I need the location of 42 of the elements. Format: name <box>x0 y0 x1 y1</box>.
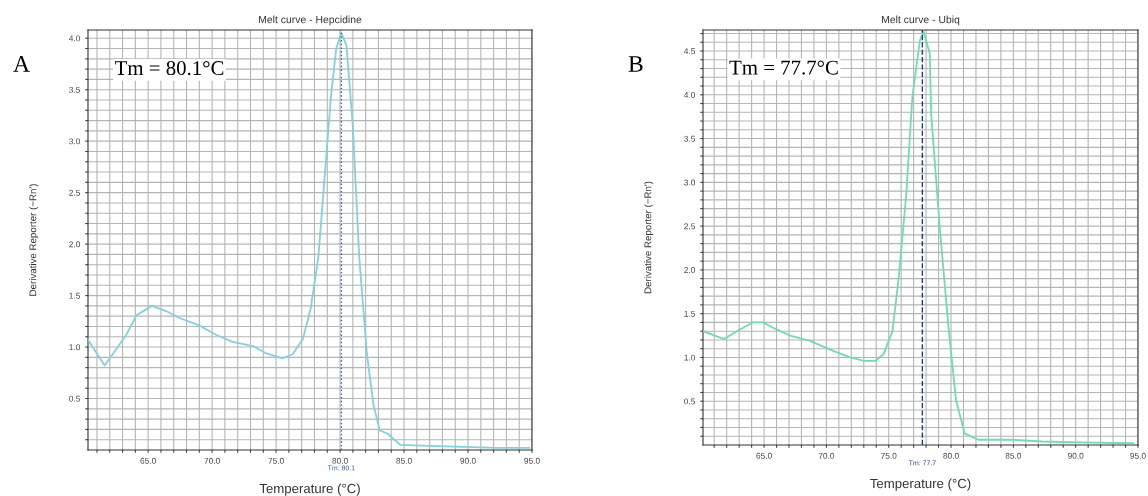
chart-title: Melt curve - Hepcidine <box>259 15 362 26</box>
y-tick-label: 4.5 <box>683 48 696 55</box>
y-tick-label: 2.5 <box>684 223 696 230</box>
x-tick-label: 75.0 <box>881 452 897 459</box>
y-tick-label: 4.0 <box>683 91 696 98</box>
x-tick-label: 80.0 <box>332 457 348 464</box>
x-tick-label: 75.0 <box>268 457 284 464</box>
y-tick-label: 3.5 <box>684 135 696 142</box>
y-tick-label: 4.0 <box>68 35 81 42</box>
y-tick-label: 0.5 <box>684 398 696 405</box>
x-tick-label: 95.0 <box>1130 452 1146 459</box>
x-tick-label: 85.0 <box>1005 452 1022 459</box>
y-tick-label: 0.5 <box>69 395 81 402</box>
annotation: Tm = 80.1°C <box>115 61 224 76</box>
y-tick-label: 1.5 <box>69 292 81 299</box>
y-axis-title: Derivative Reporter (−Rn′) <box>644 181 654 294</box>
y-tick-label: 2.5 <box>69 189 81 196</box>
text: A <box>13 56 30 72</box>
line-series <box>88 32 531 449</box>
x-axis-title: Temperature (°C) <box>870 478 971 491</box>
y-tick-label: 2.0 <box>69 241 81 248</box>
y-axis-title: Derivative Reporter (−Rn′) <box>29 184 39 296</box>
y-tick-label: 3.5 <box>69 86 81 93</box>
x-tick-label: 80.0 <box>943 452 959 459</box>
annotation: Tm = 77.7°C <box>729 60 838 75</box>
chart-title: Melt curve - Ubiq <box>881 15 960 26</box>
text: B <box>628 56 643 72</box>
y-tick-label: 3.0 <box>684 179 696 186</box>
y-tick-label: 2.0 <box>684 267 696 273</box>
y-tick-label: 3.0 <box>69 138 81 145</box>
x-axis-title: Temperature (°C) <box>259 483 360 496</box>
x-tick-label: 70.0 <box>818 452 835 459</box>
y-tick-label: 1.0 <box>684 354 696 361</box>
x-tick-label: 65.0 <box>140 457 156 464</box>
x-tick-label: 90.0 <box>1067 452 1084 459</box>
x-tick-label: 95.0 <box>524 457 540 464</box>
y-tick-label: 1.0 <box>69 344 81 351</box>
x-tick-label: 65.0 <box>756 452 772 459</box>
y-tick-label: 1.5 <box>684 310 696 317</box>
x-tick-label: 90.0 <box>460 457 476 464</box>
x-tick-label: 70.0 <box>204 457 220 464</box>
x-tick-label: 85.0 <box>396 457 412 464</box>
